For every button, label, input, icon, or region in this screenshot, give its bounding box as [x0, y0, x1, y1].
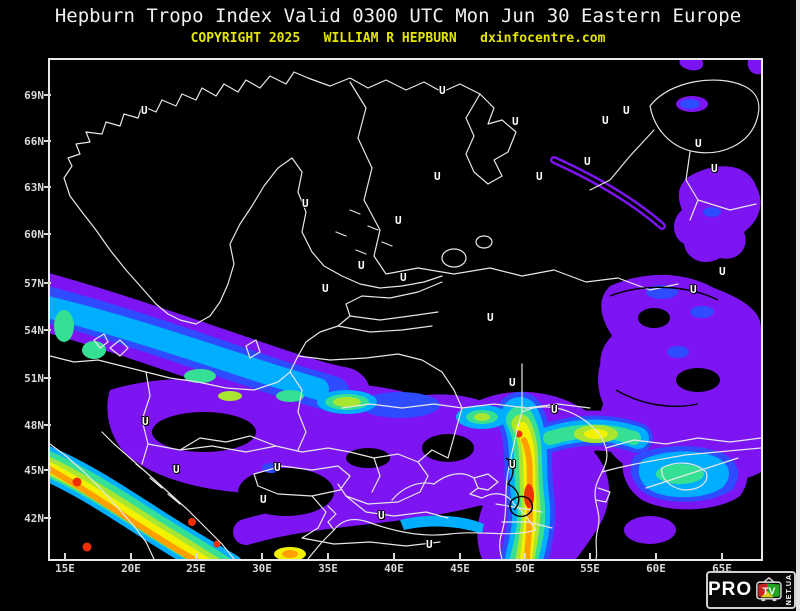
country-borders	[50, 71, 761, 559]
lon-tick-label: 55E	[580, 562, 600, 575]
lon-tick-label: 40E	[384, 562, 404, 575]
lon-tick-label: 25E	[186, 562, 206, 575]
lat-tick-label: 60N	[24, 228, 44, 241]
protv-net-text: NET.UA	[786, 574, 793, 606]
lat-tick-label: 66N	[24, 135, 44, 148]
lon-tick-label: 45E	[450, 562, 470, 575]
lat-tick-label: 42N	[24, 512, 44, 525]
lat-tick-label: 69N	[24, 89, 44, 102]
lon-tick-label: 50E	[515, 562, 535, 575]
tv-icon: TV	[756, 577, 782, 602]
contour-black-holes	[152, 158, 720, 516]
lat-tick-label: 63N	[24, 181, 44, 194]
lon-tick-label: 60E	[646, 562, 666, 575]
lon-tick-label: 30E	[252, 562, 272, 575]
lon-tick-label: 15E	[55, 562, 75, 575]
map-title: Hepburn Tropo Index Valid 0300 UTC Mon J…	[54, 5, 742, 27]
page-edge-strip	[796, 0, 800, 611]
protv-logo-text: PRO	[708, 579, 753, 600]
lat-tick-label: 51N	[24, 372, 44, 385]
lat-tick-label: 48N	[24, 419, 44, 432]
lat-tick-label: 54N	[24, 324, 44, 337]
lat-tick-label: 57N	[24, 277, 44, 290]
lon-tick-label: 35E	[318, 562, 338, 575]
black-contour-accents	[505, 286, 719, 518]
copyright-line: COPYRIGHT 2025 WILLIAM R HEPBURN dxinfoc…	[190, 31, 606, 46]
lon-tick-label: 20E	[121, 562, 141, 575]
tropo-index-map	[50, 60, 761, 559]
protv-logo: PRO TV NET.UA	[706, 571, 796, 609]
tv-icon-label: TV	[763, 587, 776, 598]
lat-tick-label: 45N	[24, 464, 44, 477]
map-plot-area	[48, 58, 763, 561]
